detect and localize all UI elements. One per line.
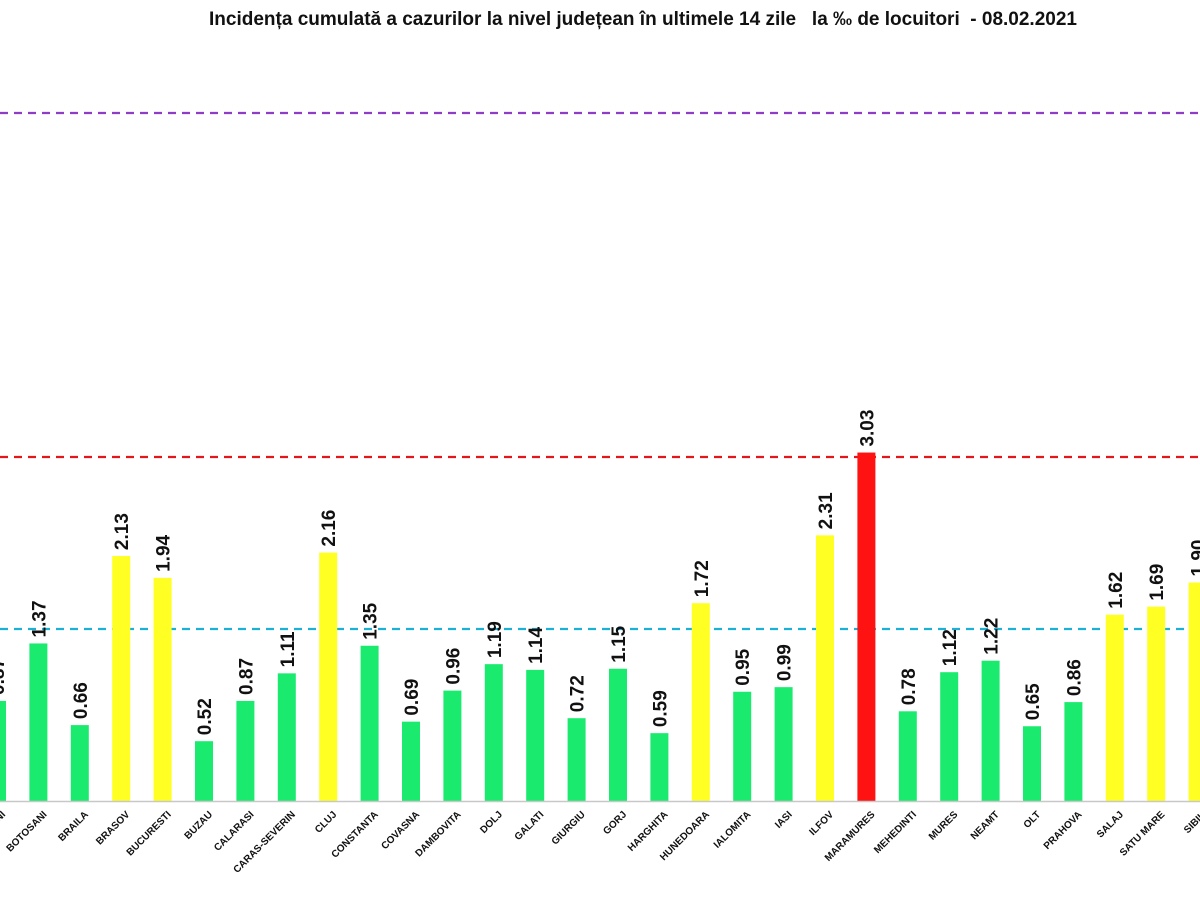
bar-braila [70,725,89,801]
value-label: 1.12 [940,629,961,666]
bar-botosani [29,643,48,801]
value-label: 1.69 [1147,564,1168,601]
bar-maramures [857,452,876,801]
value-label: 1.90 [1189,540,1200,577]
value-label: 0.87 [0,658,9,695]
value-label: 2.16 [319,510,340,547]
value-label: 0.86 [1064,659,1085,696]
category-label: CALARASI [212,809,256,853]
bar-gorj [609,668,627,801]
value-labels: 0.87 1.37 0.66 2.13 1.94 0.52 0.87 1.11 2.16 1.35… [0,410,1200,736]
bar-cluj [319,552,338,801]
category-label: GALATI [513,809,547,843]
value-label: 1.72 [692,560,713,597]
category-label: BUZAU [183,809,216,842]
category-label: HARGHITA [626,809,671,854]
value-label: 0.95 [733,648,754,685]
bar-iasi [774,687,793,801]
bar-dolj [484,664,503,801]
bar-dambovita [443,690,462,801]
category-label: PRAHOVA [1042,809,1085,852]
bar-ilfov [816,535,834,801]
category-label: IALOMITA [712,809,753,850]
category-label: OLT [1022,809,1043,830]
bar-olt [1023,726,1041,801]
value-label: 2.31 [816,492,837,529]
bar-galati [526,669,545,801]
category-label: BRAILA [56,809,90,843]
bar-giurgiu [567,718,586,801]
category-label: DOLJ [478,809,505,836]
bars [0,452,1200,801]
bar-covasna [402,721,420,801]
value-label: 1.15 [609,625,630,662]
category-label: COVASNA [380,809,423,852]
value-label: 0.96 [443,648,464,685]
value-label: 1.14 [526,626,547,663]
category-label: BUCURESTI [125,809,174,858]
bar-brasov [112,556,131,801]
category-label: SALAJ [1095,809,1126,840]
bar-constanta [360,645,379,801]
value-label: 0.69 [402,679,423,716]
bar-harghita [650,733,669,801]
value-label: 0.66 [71,682,92,719]
bar-satu-mare [1147,606,1166,801]
category-label: ILFOV [808,809,837,838]
category-label: BOTOSANI [5,809,50,854]
value-label: 3.03 [857,410,878,447]
bar-neamt [981,660,1000,801]
bar-hunedoara [691,603,710,801]
value-label: 0.99 [775,644,796,681]
chart-title: Incidența cumulată a cazurilor la nivel … [209,9,1077,30]
value-label: 0.65 [1023,683,1044,720]
value-label: 1.37 [29,600,50,637]
category-label: SIBIU [1182,809,1200,836]
bar-prahova [1064,702,1083,801]
bar-ialomita [733,691,752,801]
value-label: 0.59 [650,690,671,727]
category-label: MURES [927,809,961,843]
value-label: 1.35 [361,602,382,639]
bar-caras-severin [277,673,296,801]
bar-botosani [0,700,6,801]
value-label: 0.87 [236,658,257,695]
value-label: 2.13 [112,513,133,550]
category-label: MEHEDINTI [872,809,919,856]
bar-salaj [1105,614,1124,801]
bar-buzau [195,741,213,801]
bar-bucuresti [153,577,172,801]
category-label: GIURGIU [550,809,588,847]
value-label: 1.22 [982,618,1003,655]
category-label: CLUJ [313,809,339,835]
value-label: 0.52 [195,698,216,735]
value-label: 0.72 [568,675,589,712]
category-label: IASI [773,809,795,831]
category-label: GORJ [601,809,629,837]
threshold-lines [0,111,1200,631]
bar-mehedinti [898,711,917,801]
value-label: 1.62 [1106,572,1127,609]
category-label: BRASOV [94,809,132,847]
value-label: 1.19 [485,621,506,658]
bar-sibiu [1188,582,1200,801]
value-label: 1.11 [278,631,299,667]
bar-calarasi [236,700,255,801]
category-label: NEAMT [969,809,1002,842]
value-label: 1.94 [154,534,175,571]
bar-mures [940,672,959,801]
value-label: 0.78 [899,668,920,705]
category-label: SATU MARE [1118,809,1168,859]
